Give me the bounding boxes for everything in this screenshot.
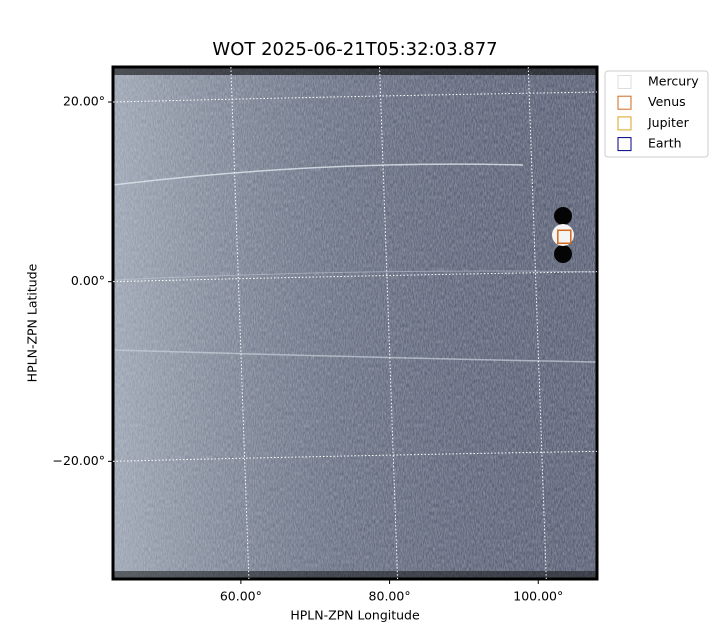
legend-marker	[617, 137, 632, 152]
grid-line	[527, 66, 547, 580]
legend-marker	[617, 75, 632, 89]
chart-title: WOT 2025-06-21T05:32:03.877	[212, 39, 497, 60]
legend	[604, 70, 709, 158]
legend-label: Earth	[648, 136, 682, 151]
legend-label: Mercury	[648, 74, 699, 89]
legend-label: Jupiter	[647, 115, 690, 130]
x-tick-label: 60.00°	[220, 589, 262, 604]
x-tick-label: 80.00°	[369, 589, 411, 604]
x-axis-label: HPLN-ZPN Longitude	[290, 608, 420, 623]
grid-line	[112, 91, 598, 103]
sky-image	[113, 67, 597, 579]
y-tick-label: 0.00°	[71, 273, 105, 288]
legend-marker	[617, 95, 632, 110]
grid-line	[112, 271, 598, 283]
legend-marker	[617, 116, 632, 131]
grid-line	[112, 450, 598, 462]
y-tick-label: −20.00°	[52, 453, 105, 468]
y-tick-label: 20.00°	[63, 94, 105, 109]
grid-line	[379, 66, 399, 580]
legend-label: Venus	[648, 94, 686, 109]
planet-marker	[557, 229, 572, 245]
plot-frame	[111, 65, 599, 581]
grid-line	[230, 66, 250, 580]
x-tick-label: 100.00°	[513, 589, 563, 604]
y-axis-label: HPLN-ZPN Latitude	[25, 263, 40, 382]
